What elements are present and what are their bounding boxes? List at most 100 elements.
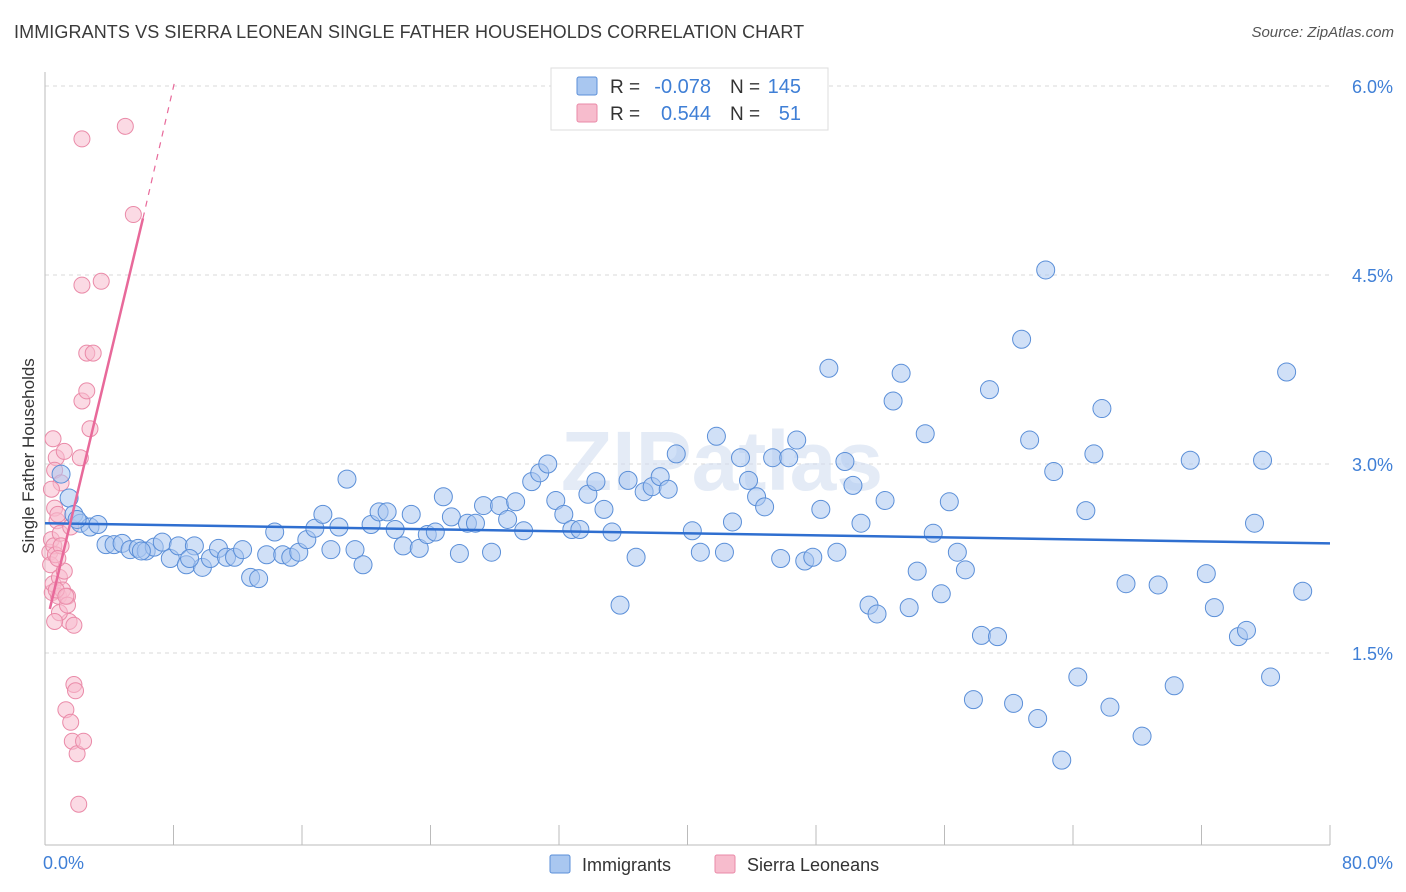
watermark: ZIPatlas <box>561 414 883 508</box>
immigrant-point-138 <box>1253 450 1273 470</box>
immigrant-point-25 <box>249 569 269 589</box>
immigrant-point-23 <box>233 540 253 560</box>
immigrant-point-26 <box>257 545 277 565</box>
immigrant-point-116 <box>1004 693 1024 713</box>
y-tick-labels: 1.5% 3.0% 4.5% 6.0% <box>1352 77 1393 664</box>
y-tick-label-1: 3.0% <box>1352 455 1393 475</box>
immigrant-point-136 <box>1236 620 1256 640</box>
immigrant-point-72 <box>626 547 646 567</box>
immigrant-point-104 <box>899 598 919 618</box>
sierra-point-48 <box>116 117 134 135</box>
immigrant-point-70 <box>610 595 630 615</box>
immigrant-point-65 <box>570 520 590 540</box>
sierra-trend-line <box>48 218 145 610</box>
sierra-point-34 <box>84 344 102 362</box>
immigrant-point-87 <box>763 448 783 468</box>
immigrant-point-101 <box>875 491 895 511</box>
immigrant-point-76 <box>658 479 678 499</box>
sierra-point-12 <box>49 505 67 523</box>
immigrant-point-144 <box>180 549 200 568</box>
immigrant-point-48 <box>433 487 453 507</box>
legend: R = -0.078 N = 145 R = 0.544 N = 51 <box>550 67 829 131</box>
immigrant-point-113 <box>971 625 991 645</box>
source-label: Source: ZipAtlas.com <box>1251 24 1394 41</box>
immigrant-point-122 <box>1052 750 1072 770</box>
legend-n-value-1: 145 <box>768 76 801 98</box>
immigrant-point-53 <box>474 496 494 516</box>
immigrant-point-63 <box>554 504 574 524</box>
immigrant-point-95 <box>827 542 847 562</box>
bottom-legend-swatch-sierra <box>714 854 736 874</box>
legend-n-label-2: N = <box>730 104 760 125</box>
immigrant-point-121 <box>1044 462 1064 482</box>
immigrant-point-56 <box>498 509 518 529</box>
immigrant-point-102 <box>883 391 903 411</box>
immigrant-point-139 <box>1261 667 1281 687</box>
grid-lines <box>45 85 1330 654</box>
immigrant-point-103 <box>891 363 911 383</box>
immigrant-point-13 <box>152 532 172 552</box>
sierra-point-18 <box>55 442 73 460</box>
legend-n-label-1: N = <box>730 77 760 98</box>
y-axis-label: Single Father Households <box>19 358 38 554</box>
immigrant-point-98 <box>851 513 871 533</box>
immigrant-point-131 <box>1164 676 1184 696</box>
legend-swatch-sierra <box>576 103 598 123</box>
sierra-point-32 <box>78 382 96 400</box>
immigrant-point-61 <box>538 454 558 474</box>
immigrant-point-0 <box>51 464 71 484</box>
sierra-point-45 <box>57 587 75 605</box>
immigrant-point-50 <box>449 543 469 563</box>
immigrant-point-115 <box>988 627 1008 647</box>
immigrant-point-82 <box>722 512 742 532</box>
immigrant-point-47 <box>425 522 445 542</box>
bottom-legend-sierra: Sierra Leoneans <box>747 855 879 875</box>
sierra-point-29 <box>73 276 91 294</box>
immigrant-point-52 <box>465 513 485 533</box>
sierra-point-47 <box>73 130 91 148</box>
immigrant-point-133 <box>1196 564 1216 584</box>
immigrant-point-114 <box>979 380 999 400</box>
immigrant-point-109 <box>939 492 959 512</box>
immigrant-point-143 <box>131 541 151 561</box>
immigrant-point-140 <box>1277 362 1297 382</box>
immigrants-points <box>51 260 1313 770</box>
immigrant-point-81 <box>714 542 734 562</box>
bottom-legend-immigrants: Immigrants <box>582 855 671 875</box>
immigrant-point-129 <box>1132 726 1152 746</box>
immigrant-point-80 <box>706 426 726 446</box>
immigrant-point-108 <box>931 584 951 604</box>
immigrant-point-84 <box>739 470 759 490</box>
y-tick-label-2: 4.5% <box>1352 266 1393 286</box>
immigrant-point-34 <box>321 540 341 560</box>
immigrant-point-93 <box>811 499 831 519</box>
x-tick-label-0: 0.0% <box>43 853 84 873</box>
immigrant-point-92 <box>803 547 823 567</box>
sierra-point-33 <box>81 420 99 438</box>
immigrant-point-38 <box>353 555 373 575</box>
immigrant-point-89 <box>779 448 799 468</box>
legend-r-value-1: -0.078 <box>654 76 711 98</box>
immigrant-point-90 <box>787 430 807 450</box>
immigrant-point-141 <box>1293 581 1313 601</box>
immigrant-point-105 <box>907 561 927 581</box>
immigrant-point-111 <box>955 560 975 580</box>
immigrant-point-137 <box>1245 513 1265 533</box>
legend-r-label-1: R = <box>610 77 640 98</box>
immigrant-point-44 <box>401 504 421 524</box>
immigrant-point-86 <box>755 497 775 517</box>
immigrant-point-41 <box>377 502 397 522</box>
bottom-legend: Immigrants Sierra Leoneans <box>549 854 879 875</box>
axes <box>44 72 1331 846</box>
immigrant-point-132 <box>1180 450 1200 470</box>
immigrant-point-94 <box>819 358 839 378</box>
sierra-leoneans-points <box>41 117 142 813</box>
immigrant-point-36 <box>337 469 357 489</box>
immigrant-point-107 <box>923 523 943 543</box>
immigrant-point-125 <box>1084 444 1104 464</box>
sierra-point-22 <box>62 713 80 731</box>
immigrant-point-118 <box>1020 430 1040 450</box>
immigrant-point-112 <box>963 690 983 710</box>
immigrant-point-96 <box>835 451 855 471</box>
